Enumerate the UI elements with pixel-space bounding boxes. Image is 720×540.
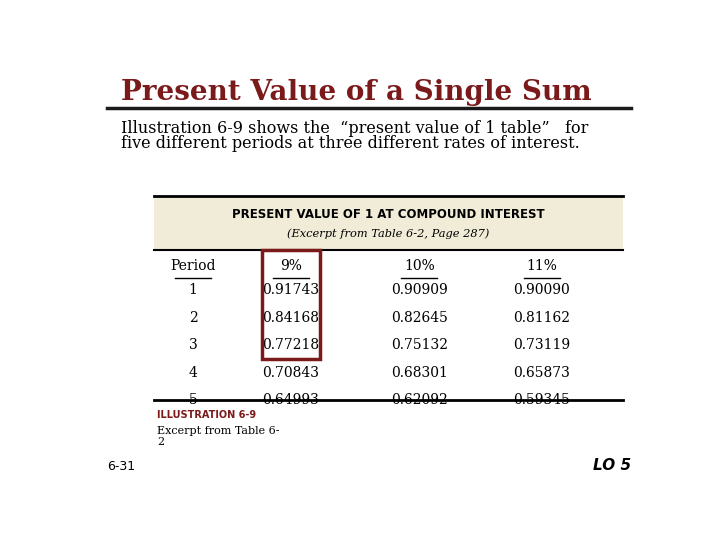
Text: 1: 1 <box>189 284 198 297</box>
Text: 10%: 10% <box>404 259 435 273</box>
Text: 6-31: 6-31 <box>107 460 135 473</box>
Text: five different periods at three different rates of interest.: five different periods at three differen… <box>121 134 580 152</box>
Text: 0.91743: 0.91743 <box>262 284 320 297</box>
Text: 0.90909: 0.90909 <box>391 284 448 297</box>
Text: Period: Period <box>171 259 216 273</box>
Text: 2: 2 <box>189 311 197 325</box>
Text: 0.84168: 0.84168 <box>262 311 320 325</box>
Text: 0.77218: 0.77218 <box>262 339 320 352</box>
Text: 0.81162: 0.81162 <box>513 311 570 325</box>
Text: 0.68301: 0.68301 <box>391 366 448 380</box>
Text: 0.59345: 0.59345 <box>513 394 570 407</box>
Text: 5: 5 <box>189 394 197 407</box>
Text: 11%: 11% <box>526 259 557 273</box>
Text: 0.65873: 0.65873 <box>513 366 570 380</box>
Text: Illustration 6-9 shows the  “present value of 1 table”   for: Illustration 6-9 shows the “present valu… <box>121 120 588 137</box>
Text: 0.90090: 0.90090 <box>513 284 570 297</box>
Text: Present Value of a Single Sum: Present Value of a Single Sum <box>121 79 591 106</box>
Text: 0.73119: 0.73119 <box>513 339 570 352</box>
Text: Excerpt from Table 6-
2: Excerpt from Table 6- 2 <box>157 426 279 447</box>
Text: (Excerpt from Table 6-2, Page 287): (Excerpt from Table 6-2, Page 287) <box>287 228 490 239</box>
Text: LO 5: LO 5 <box>593 458 631 473</box>
Text: 0.70843: 0.70843 <box>262 366 320 380</box>
Text: 4: 4 <box>189 366 198 380</box>
Text: 3: 3 <box>189 339 197 352</box>
Text: ILLUSTRATION 6-9: ILLUSTRATION 6-9 <box>157 410 256 420</box>
Text: 0.82645: 0.82645 <box>391 311 448 325</box>
Text: 9%: 9% <box>280 259 302 273</box>
Text: 0.75132: 0.75132 <box>391 339 448 352</box>
Text: PRESENT VALUE OF 1 AT COMPOUND INTEREST: PRESENT VALUE OF 1 AT COMPOUND INTEREST <box>233 208 545 221</box>
Text: 0.64993: 0.64993 <box>263 394 319 407</box>
Text: 0.62092: 0.62092 <box>391 394 448 407</box>
